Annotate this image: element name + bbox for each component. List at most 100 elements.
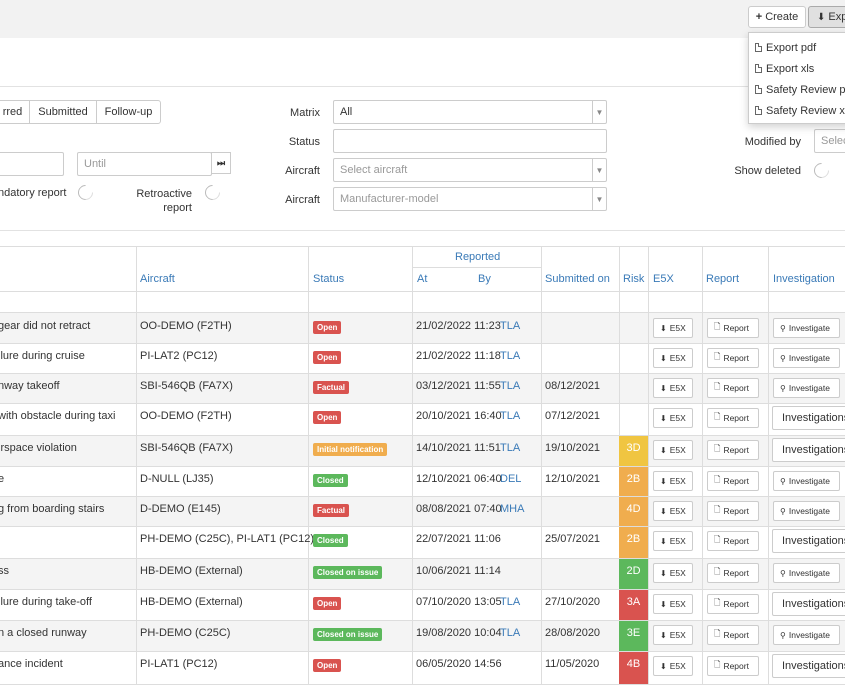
submitted-on: 12/10/2021 [545, 473, 601, 485]
investigate-button[interactable]: ⚲ Investigate [773, 378, 840, 398]
report-button[interactable]: 🗋 Report [707, 501, 759, 521]
status-badge: Open [313, 659, 342, 672]
reported-by[interactable]: TLA [500, 350, 521, 362]
investigate-button[interactable]: ⚲ Investigate [773, 501, 840, 521]
e5x-button[interactable]: ⬇ E5X [653, 594, 693, 614]
e5x-button[interactable]: ⬇ E5X [653, 625, 693, 645]
aircraft-cell: PI-LAT2 (PC12) [140, 350, 218, 362]
report-title[interactable]: ilure during cruise [0, 350, 85, 362]
download-icon: ⬇ [660, 413, 667, 423]
col-submitted-on[interactable]: Submitted on [545, 273, 610, 285]
reported-by[interactable]: TLA [500, 596, 521, 608]
report-title[interactable]: n a closed runway [0, 627, 87, 639]
filter-tab-submitted[interactable]: Submitted [29, 100, 97, 124]
report-title[interactable]: irspace violation [0, 442, 77, 454]
e5x-button[interactable]: ⬇ E5X [653, 501, 693, 521]
col-by[interactable]: By [478, 273, 491, 285]
retroactive-report-label: Retroactive report [136, 188, 192, 214]
submitted-on: 27/10/2020 [545, 596, 601, 608]
investigations-button[interactable]: Investigations [772, 654, 845, 678]
investigate-label: Investigate [788, 353, 830, 363]
aircraft-model-select[interactable]: Manufacturer-model ▼ [333, 187, 607, 211]
report-button[interactable]: 🗋 Report [707, 656, 759, 676]
reported-at: 12/10/2021 06:40 [416, 473, 502, 485]
investigations-button[interactable]: Investigations [772, 592, 845, 616]
export-xls-item[interactable]: Export xls [749, 58, 845, 79]
report-button[interactable]: 🗋 Report [707, 625, 759, 645]
report-button[interactable]: 🗋 Report [707, 594, 759, 614]
col-aircraft[interactable]: Aircraft [140, 273, 175, 285]
from-date-input[interactable] [0, 152, 64, 176]
report-button[interactable]: 🗋 Report [707, 348, 759, 368]
investigations-button[interactable]: Investigations [772, 406, 845, 430]
report-label: Report [723, 323, 749, 333]
show-deleted-toggle[interactable] [810, 159, 833, 182]
investigate-button[interactable]: ⚲ Investigate [773, 563, 840, 583]
filter-tab-deferred[interactable]: rred [0, 100, 30, 124]
modified-by-select[interactable]: Select [814, 129, 845, 153]
report-title[interactable]: with obstacle during taxi [0, 410, 116, 422]
report-button[interactable]: 🗋 Report [707, 563, 759, 583]
report-button[interactable]: 🗋 Report [707, 408, 759, 428]
e5x-button[interactable]: ⬇ E5X [653, 440, 693, 460]
investigate-button[interactable]: ⚲ Investigate [773, 318, 840, 338]
filter-tab-follow-up[interactable]: Follow-up [96, 100, 161, 124]
e5x-button[interactable]: ⬇ E5X [653, 378, 693, 398]
report-title[interactable]: gear did not retract [0, 320, 91, 332]
investigate-button[interactable]: ⚲ Investigate [773, 348, 840, 368]
e5x-button[interactable]: ⬇ E5X [653, 318, 693, 338]
investigate-button[interactable]: ⚲ Investigate [773, 471, 840, 491]
investigate-button[interactable]: ⚲ Investigate [773, 625, 840, 645]
row-divider [0, 435, 845, 436]
reported-by[interactable]: TLA [500, 320, 521, 332]
export-pdf-item[interactable]: Export pdf [749, 37, 845, 58]
file-icon: 🗋 [714, 598, 721, 607]
report-button[interactable]: 🗋 Report [707, 440, 759, 460]
col-at[interactable]: At [417, 273, 428, 285]
report-title[interactable]: e [0, 473, 5, 485]
investigations-button[interactable]: Investigations [772, 529, 845, 553]
reported-by[interactable]: DEL [500, 473, 522, 485]
safety-review-pdf-item[interactable]: Safety Review pdf [749, 79, 845, 100]
aircraft-select[interactable]: Select aircraft ▼ [333, 158, 607, 182]
create-button[interactable]: + Create [748, 6, 806, 28]
e5x-button[interactable]: ⬇ E5X [653, 348, 693, 368]
reported-by[interactable]: TLA [500, 442, 521, 454]
table-row-band [0, 313, 845, 343]
aircraft-cell: HB-DEMO (External) [140, 596, 243, 608]
e5x-button[interactable]: ⬇ E5X [653, 563, 693, 583]
report-button[interactable]: 🗋 Report [707, 378, 759, 398]
mandatory-report-toggle[interactable] [74, 181, 97, 204]
report-title[interactable]: g from boarding stairs [0, 503, 105, 515]
report-title[interactable]: ss [0, 565, 9, 577]
report-title[interactable]: ance incident [0, 658, 63, 670]
col-status[interactable]: Status [313, 273, 345, 285]
report-button[interactable]: 🗋 Report [707, 471, 759, 491]
report-button[interactable]: 🗋 Report [707, 531, 759, 551]
col-risk[interactable]: Risk [623, 273, 645, 285]
export-button[interactable]: ⬇ Exp [808, 6, 845, 28]
skip-forward-icon[interactable]: ⏭ [211, 152, 231, 174]
investigations-button[interactable]: Investigations [772, 438, 845, 462]
reported-by[interactable]: TLA [500, 410, 521, 422]
reported-at: 20/10/2021 16:40 [416, 410, 502, 422]
matrix-select[interactable]: All ▼ [333, 100, 607, 124]
report-title[interactable]: nway takeoff [0, 380, 60, 392]
e5x-button[interactable]: ⬇ E5X [653, 471, 693, 491]
safety-review-xls-item[interactable]: Safety Review xls [749, 100, 845, 121]
report-button[interactable]: 🗋 Report [707, 318, 759, 338]
file-icon: 🗋 [714, 660, 721, 669]
submitted-on: 08/12/2021 [545, 380, 601, 392]
e5x-button[interactable]: ⬇ E5X [653, 408, 693, 428]
e5x-button[interactable]: ⬇ E5X [653, 531, 693, 551]
e5x-button[interactable]: ⬇ E5X [653, 656, 693, 676]
e5x-label: E5X [669, 661, 686, 671]
status-input[interactable] [333, 129, 607, 153]
retroactive-report-toggle[interactable] [201, 181, 224, 204]
report-title[interactable]: ilure during take-off [0, 596, 92, 608]
reported-by[interactable]: MHA [500, 503, 525, 515]
until-date-input[interactable]: Until [77, 152, 212, 176]
reported-by[interactable]: TLA [500, 627, 521, 639]
reported-by[interactable]: TLA [500, 380, 521, 392]
column-divider [308, 246, 309, 684]
